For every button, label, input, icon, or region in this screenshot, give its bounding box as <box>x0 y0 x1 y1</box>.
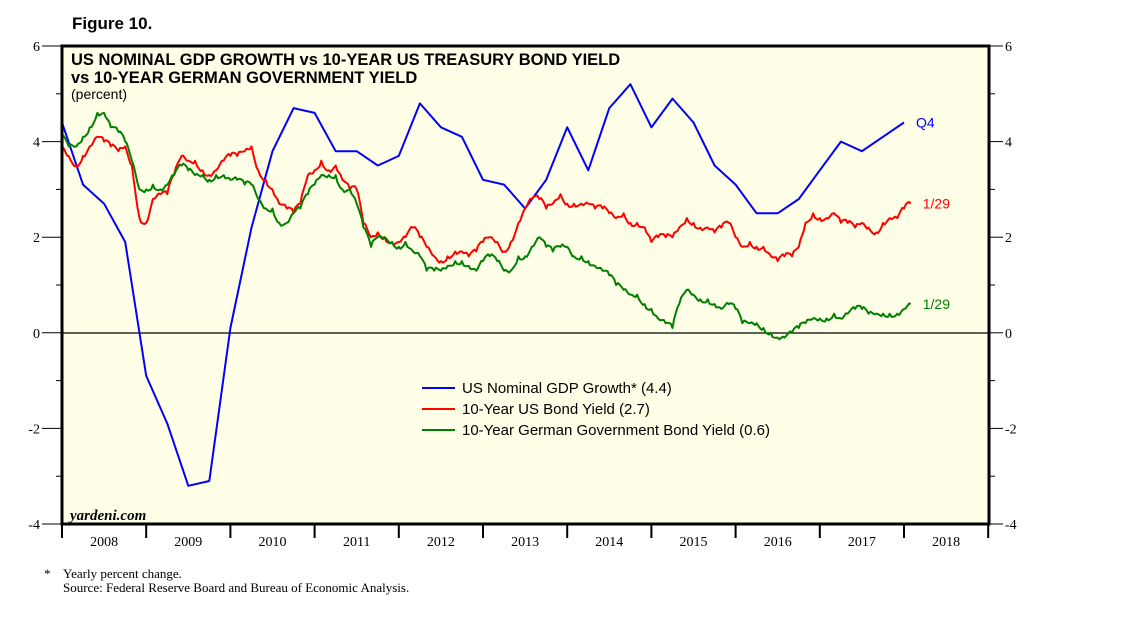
legend-label-us-yield: 10-Year US Bond Yield (2.7) <box>462 401 650 418</box>
chart-title-line2: vs 10-YEAR GERMAN GOVERNMENT YIELD <box>71 69 417 87</box>
y-tick-label-right: 4 <box>1005 136 1012 151</box>
x-tick-label: 2014 <box>595 535 623 550</box>
chart-subtitle: (percent) <box>71 86 127 102</box>
chart-title-line1: US NOMINAL GDP GROWTH vs 10-YEAR US TREA… <box>71 51 620 69</box>
plot-background <box>62 46 989 524</box>
y-tick-label-left: -4 <box>28 518 40 533</box>
x-tick-label: 2012 <box>427 535 455 550</box>
x-tick-label: 2017 <box>848 535 876 550</box>
end-labels: Q4 1/29 1/29 <box>916 114 950 312</box>
y-tick-label-left: -2 <box>28 422 40 437</box>
end-label: 1/29 <box>923 296 950 312</box>
y-tick-label-right: 6 <box>1005 40 1012 55</box>
y-tick-label-right: 2 <box>1005 231 1012 246</box>
y-tick-label-right: 0 <box>1005 327 1012 342</box>
x-axis: 2008 2009 2010 2011 2012 2013 2014 2015 2016 2017… <box>61 524 990 550</box>
figure-label: Figure 10. <box>72 14 153 33</box>
end-label: Q4 <box>916 114 935 130</box>
x-tick-label: 2015 <box>680 535 708 550</box>
y-tick-label-left: 6 <box>33 40 40 55</box>
y-tick-label-right: -2 <box>1005 422 1017 437</box>
y-axis-right: -4 -2 0 2 4 6 <box>989 40 1017 533</box>
watermark: yardeni.com <box>68 508 146 524</box>
x-tick-label: 2009 <box>174 535 202 550</box>
legend-label-gdp: US Nominal GDP Growth* (4.4) <box>462 380 672 397</box>
footnote-note: Yearly percent change. <box>63 566 182 581</box>
x-tick-label: 2008 <box>90 535 118 550</box>
y-axis-left: -4 -2 0 2 4 6 <box>28 40 62 533</box>
series-line-gdp <box>61 83 905 487</box>
y-tick-label-left: 2 <box>33 231 40 246</box>
plot-frame <box>60 44 991 526</box>
series-line-us-yield <box>61 135 912 264</box>
end-label: 1/29 <box>923 196 950 212</box>
x-tick-label: 2016 <box>764 535 792 550</box>
legend: US Nominal GDP Growth* (4.4) 10-Year US … <box>422 380 770 439</box>
series-layer <box>61 83 912 487</box>
x-tick-label: 2010 <box>259 535 287 550</box>
y-tick-label-right: -4 <box>1005 518 1017 533</box>
y-tick-label-left: 4 <box>33 136 40 151</box>
x-tick-label: 2018 <box>932 535 960 550</box>
x-tick-label: 2013 <box>511 535 539 550</box>
y-tick-label-left: 0 <box>33 327 40 342</box>
series-line-german-yield <box>61 111 912 341</box>
footnote-marker: * <box>44 566 51 581</box>
footnote: * Yearly percent change. Source: Federal … <box>44 567 409 595</box>
legend-label-german-yield: 10-Year German Government Bond Yield (0.… <box>462 422 770 439</box>
x-tick-label: 2011 <box>343 535 370 550</box>
footnote-source: Source: Federal Reserve Board and Bureau… <box>63 580 410 595</box>
